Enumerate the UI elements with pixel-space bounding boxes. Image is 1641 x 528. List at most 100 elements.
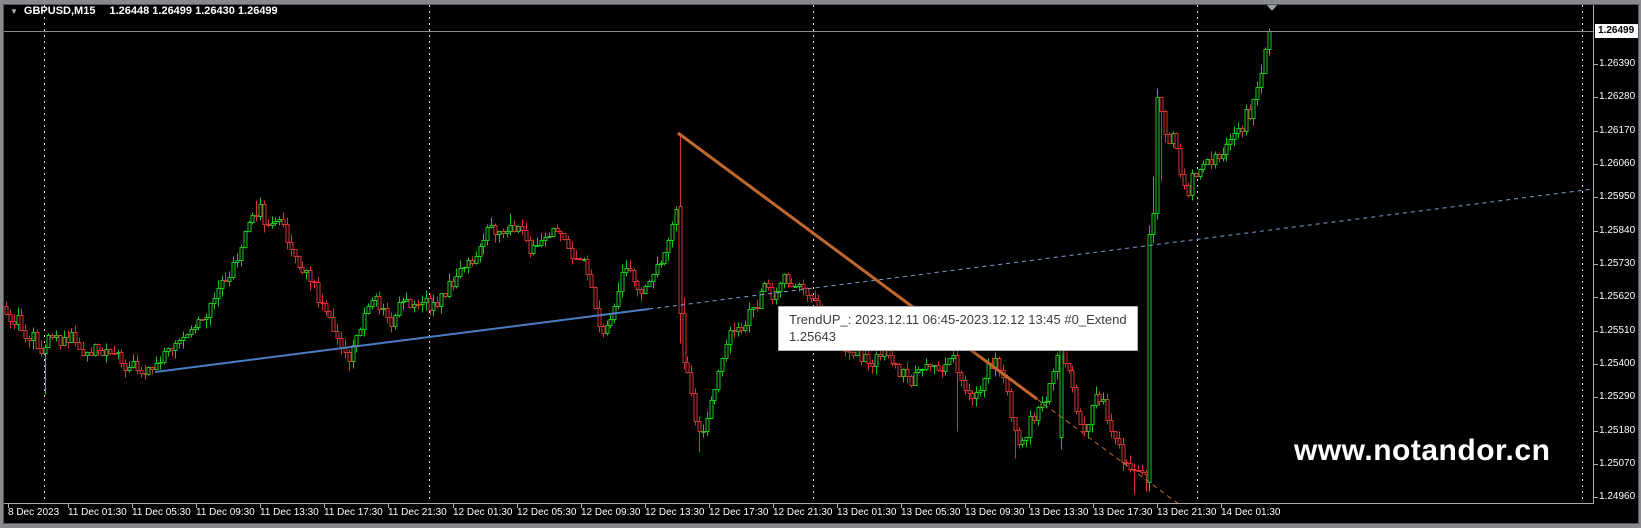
candle-body	[1102, 400, 1105, 402]
candle-body	[532, 246, 535, 254]
price-label: 1.25510	[1599, 325, 1635, 337]
candle-body	[563, 234, 566, 240]
candle-body	[798, 285, 801, 287]
candle-body	[1241, 129, 1244, 132]
time-label: 11 Dec 09:30	[196, 507, 255, 519]
candle-body	[432, 303, 435, 311]
candle-body	[625, 269, 628, 273]
trendline-up[interactable]	[155, 309, 649, 372]
time-label: 11 Dec 05:30	[132, 507, 191, 519]
time-label: 11 Dec 17:30	[324, 507, 383, 519]
candle-body	[455, 277, 458, 287]
candle-body	[925, 365, 928, 370]
candle-body	[486, 228, 489, 241]
price-label: 1.24960	[1599, 491, 1635, 503]
candle-body	[120, 353, 123, 364]
candle-body	[201, 320, 204, 321]
candle-body	[875, 355, 878, 367]
candle-body	[779, 284, 782, 292]
candle-body	[698, 422, 701, 432]
candle-body	[167, 349, 170, 352]
candle-body	[663, 253, 666, 264]
candle-body	[359, 330, 362, 336]
time-label: 11 Dec 01:30	[68, 507, 127, 519]
candle-body	[559, 232, 562, 234]
candle-body	[1191, 174, 1194, 196]
candle-body	[494, 226, 497, 235]
candle-body	[70, 333, 73, 343]
candle-body	[1114, 432, 1117, 439]
candle-body	[394, 316, 397, 327]
time-label: 13 Dec 13:30	[1029, 507, 1089, 519]
one-click-trading-arrow-icon[interactable]: ▼	[10, 7, 18, 16]
candle-body	[409, 300, 412, 308]
tooltip-line1: TrendUP_: 2023.12.11 06:45-2023.12.12 13…	[789, 311, 1127, 328]
time-label: 12 Dec 13:30	[645, 507, 705, 519]
candle-body	[47, 336, 50, 348]
candle-body	[1195, 174, 1198, 177]
candle-body	[983, 379, 986, 391]
chart-canvas[interactable]	[0, 0, 1641, 528]
candle-body	[571, 249, 574, 259]
candle-body	[248, 223, 251, 232]
candle-body	[987, 364, 990, 379]
candle-body	[810, 296, 813, 299]
candle-body	[1260, 74, 1263, 88]
candle-body	[224, 281, 227, 282]
candle-body	[86, 353, 89, 356]
candle-body	[425, 299, 428, 303]
price-label: 1.25070	[1599, 458, 1635, 470]
candle-body	[975, 393, 978, 399]
candle-body	[259, 205, 262, 217]
candle-body	[20, 316, 23, 331]
price-scale[interactable]: 1.26499 1.263901.262801.261701.260601.25…	[1594, 0, 1641, 505]
candle-body	[675, 210, 678, 225]
candle-body	[1256, 88, 1259, 100]
price-label: 1.25730	[1599, 258, 1635, 270]
candle-body	[232, 263, 235, 278]
candle-body	[282, 220, 285, 225]
candle-body	[679, 207, 682, 314]
candle-body	[964, 381, 967, 391]
candle-body	[352, 346, 355, 362]
candle-body	[1148, 235, 1151, 483]
candle-body	[1222, 155, 1225, 159]
time-label: 13 Dec 09:30	[965, 507, 1025, 519]
candle-body	[902, 370, 905, 377]
price-label: 1.25620	[1599, 291, 1635, 303]
candle-body	[213, 299, 216, 304]
time-label: 11 Dec 13:30	[260, 507, 319, 519]
time-label: 12 Dec 05:30	[517, 507, 577, 519]
time-scale[interactable]: 8 Dec 202311 Dec 01:3011 Dec 05:3011 Dec…	[0, 505, 1641, 523]
candle-body	[128, 368, 131, 371]
candle-body	[1071, 371, 1074, 388]
trendline-up-extension[interactable]	[649, 189, 1593, 309]
candle-body	[1033, 417, 1036, 421]
candle-body	[783, 275, 786, 284]
candle-body	[740, 328, 743, 331]
candle-body	[140, 371, 143, 374]
candle-body	[1025, 438, 1028, 441]
candle-body	[960, 373, 963, 381]
candle-body	[848, 352, 851, 353]
candle-body	[1125, 463, 1128, 464]
candle-body	[1183, 175, 1186, 186]
trendline-down[interactable]	[678, 133, 1037, 399]
candle-body	[132, 362, 135, 368]
candle-body	[1068, 364, 1071, 371]
candle-body	[101, 351, 104, 356]
candle-body	[105, 350, 108, 356]
time-label: 12 Dec 01:30	[453, 507, 513, 519]
candle-body	[44, 348, 47, 354]
candle-body	[436, 303, 439, 307]
candle-body	[78, 343, 81, 350]
candle-body	[852, 353, 855, 356]
candle-body	[1214, 155, 1217, 165]
candle-body	[721, 359, 724, 372]
candle-body	[906, 370, 909, 377]
candle-body	[540, 241, 543, 246]
candle-body	[548, 237, 551, 238]
current-price-label: 1.26499	[1595, 24, 1641, 38]
candle-body	[398, 303, 401, 316]
chart-shift-marker-icon[interactable]	[1266, 4, 1278, 11]
